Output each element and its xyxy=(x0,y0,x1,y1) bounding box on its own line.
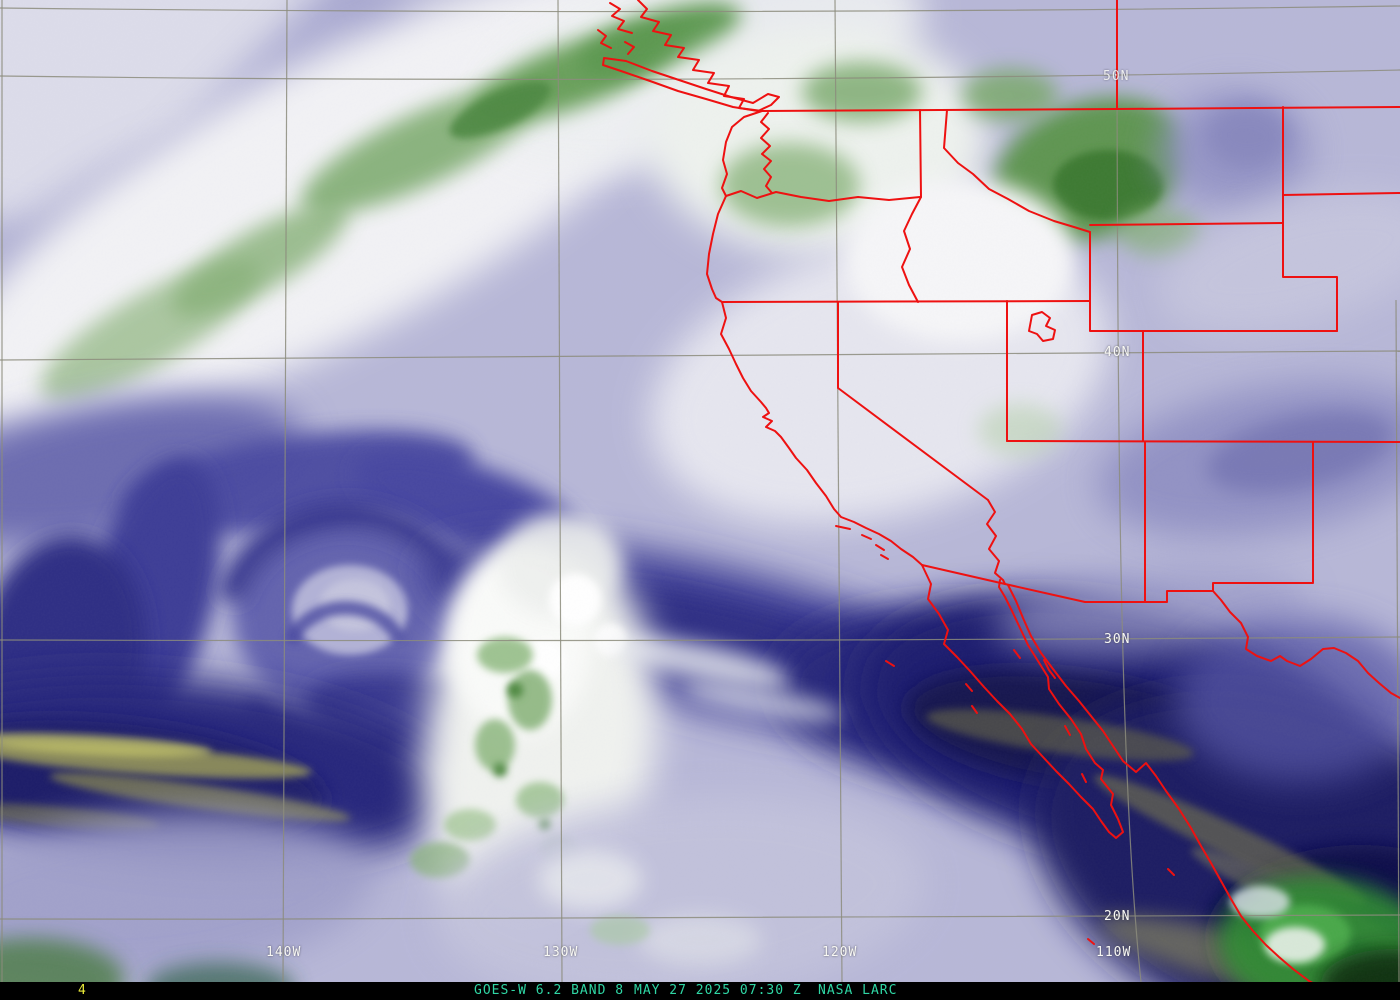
credit-label: NASA LARC xyxy=(818,983,898,998)
lon-label-140w: 140W xyxy=(266,945,302,960)
lon-label-110w: 110W xyxy=(1096,945,1132,960)
lat-label-30n: 30N xyxy=(1104,632,1131,647)
lon-label-120w: 120W xyxy=(822,945,858,960)
lat-label-50n: 50N xyxy=(1103,69,1130,84)
product-label: GOES-W 6.2 BAND 8 xyxy=(474,983,625,998)
lat-label-40n: 40N xyxy=(1104,345,1131,360)
political-borders xyxy=(597,0,1400,982)
lon-label-130w: 130W xyxy=(543,945,579,960)
frame-number: 4 xyxy=(78,983,87,998)
caption-bar: 4 GOES-W 6.2 BAND 8 MAY 27 2025 07:30 Z … xyxy=(0,982,1400,1000)
timestamp-label: MAY 27 2025 07:30 Z xyxy=(634,983,802,998)
lat-label-20n: 20N xyxy=(1104,909,1131,924)
